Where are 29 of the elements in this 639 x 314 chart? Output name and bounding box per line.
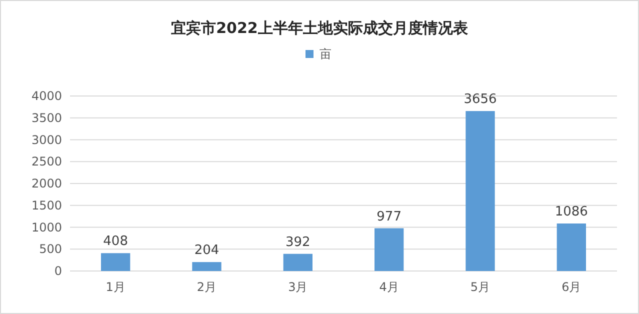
data-label: 1086 bbox=[554, 204, 588, 220]
y-tick-label: 2500 bbox=[31, 154, 62, 169]
y-tick-label: 500 bbox=[39, 242, 62, 256]
bar bbox=[556, 223, 586, 271]
x-tick-label: 4月 bbox=[379, 280, 399, 294]
y-tick-label: 3000 bbox=[31, 132, 62, 147]
data-label: 3656 bbox=[464, 92, 497, 108]
bar bbox=[374, 228, 404, 271]
x-tick-label: 6月 bbox=[562, 280, 582, 294]
y-tick-label: 1000 bbox=[31, 220, 62, 234]
bar bbox=[100, 253, 130, 271]
x-tick-label: 1月 bbox=[106, 280, 126, 294]
bar bbox=[283, 254, 313, 271]
y-tick-label: 3500 bbox=[31, 110, 62, 125]
y-tick-label: 2000 bbox=[31, 176, 62, 190]
data-label: 408 bbox=[103, 234, 128, 250]
data-label: 977 bbox=[376, 209, 402, 224]
bar bbox=[466, 111, 495, 271]
y-tick-label: 1500 bbox=[31, 198, 62, 212]
x-tick-label: 5月 bbox=[470, 280, 490, 294]
chart-title: 宜宾市2022上半年土地实际成交月度情况表 bbox=[171, 19, 469, 37]
x-tick-label: 3月 bbox=[288, 280, 308, 294]
y-tick-label: 0 bbox=[54, 264, 62, 278]
y-tick-label: 4000 bbox=[31, 89, 62, 103]
legend-label: 亩 bbox=[320, 47, 332, 61]
x-tick-label: 2月 bbox=[196, 280, 217, 294]
bar bbox=[192, 262, 222, 271]
data-label: 204 bbox=[194, 243, 220, 258]
data-label: 392 bbox=[286, 234, 310, 250]
